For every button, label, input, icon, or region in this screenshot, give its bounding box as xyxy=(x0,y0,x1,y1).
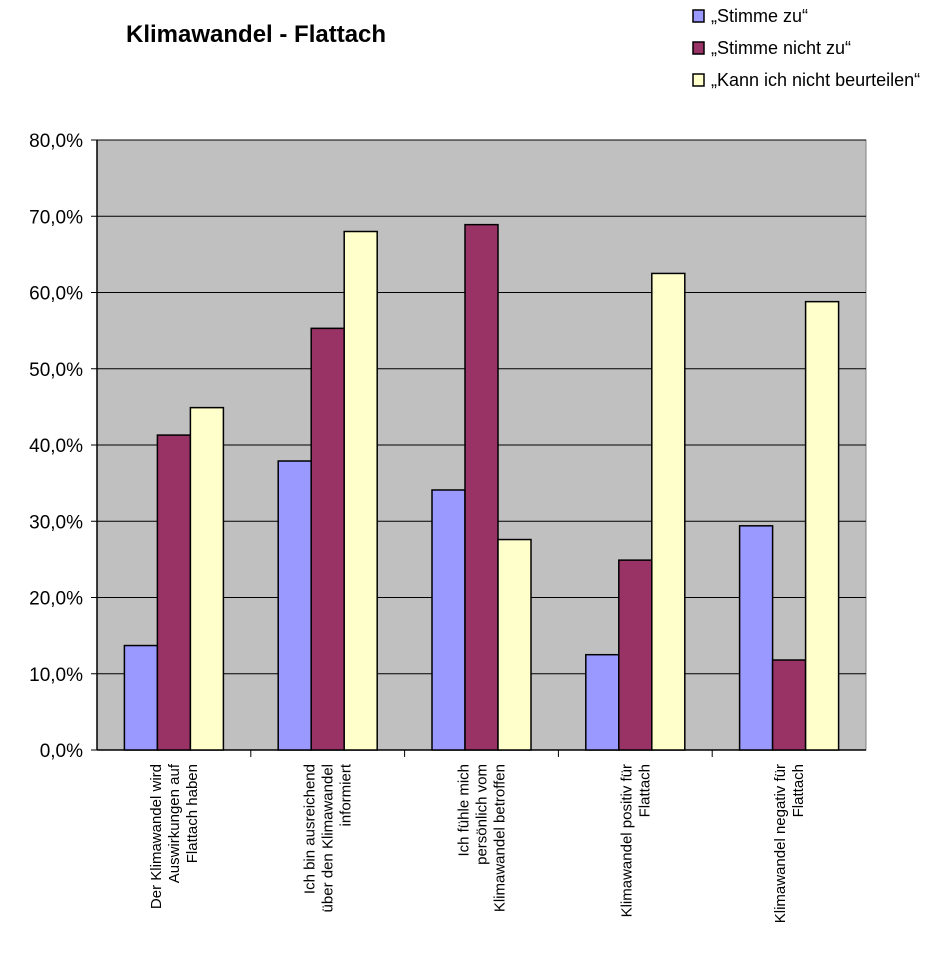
y-tick-label: 60,0% xyxy=(29,284,83,305)
y-tick-label: 80,0% xyxy=(29,131,83,152)
y-tick-label: 20,0% xyxy=(29,589,83,610)
bar xyxy=(123,644,159,751)
legend: „Stimme zu“ „Stimme nicht zu“ „Kann ich ni… xyxy=(692,6,920,90)
y-tick-label: 50,0% xyxy=(29,360,83,381)
x-category-label: Der Klimawandel wirdAuswirkungen aufFlat… xyxy=(148,763,201,909)
x-category-label: Klimawandel positiv fürFlattach xyxy=(618,764,653,917)
bar xyxy=(618,559,653,751)
bar xyxy=(738,525,774,751)
legend-swatch xyxy=(692,73,705,87)
y-tick-label: 10,0% xyxy=(29,665,83,686)
bar xyxy=(156,434,192,751)
bar xyxy=(771,659,807,751)
bar xyxy=(497,538,532,751)
bar xyxy=(804,300,840,751)
legend-swatch xyxy=(692,41,705,55)
legend-label: „Kann ich nicht beurteilen“ xyxy=(711,70,920,90)
y-tick-label: 40,0% xyxy=(29,436,83,457)
x-category-label: Klimawandel negativ fürFlattach xyxy=(772,764,807,923)
bar xyxy=(343,230,378,751)
bar xyxy=(189,406,225,751)
y-tick-label: 0,0% xyxy=(40,741,83,762)
legend-swatch xyxy=(692,9,705,23)
bar xyxy=(464,223,499,751)
bar xyxy=(277,460,312,751)
plot-area: 0,0% 10,0% 20,0% 30,0% 40,0% 50,0% 60,0% 70,0% 8… xyxy=(29,131,867,923)
legend-label: „Stimme nicht zu“ xyxy=(711,38,851,58)
bar xyxy=(310,327,345,751)
y-tick-label: 70,0% xyxy=(29,207,83,228)
bar xyxy=(585,653,620,751)
bar xyxy=(431,489,466,751)
x-category-label: Ich fühle michpersönlich vomKlimawandel … xyxy=(456,764,509,912)
chart-title: Klimawandel - Flattach xyxy=(126,21,386,48)
y-tick-label: 30,0% xyxy=(29,512,83,533)
x-category-label: Ich bin ausreichendüber den Klimawandeli… xyxy=(302,763,355,912)
legend-label: „Stimme zu“ xyxy=(711,6,808,26)
bar xyxy=(651,272,686,751)
